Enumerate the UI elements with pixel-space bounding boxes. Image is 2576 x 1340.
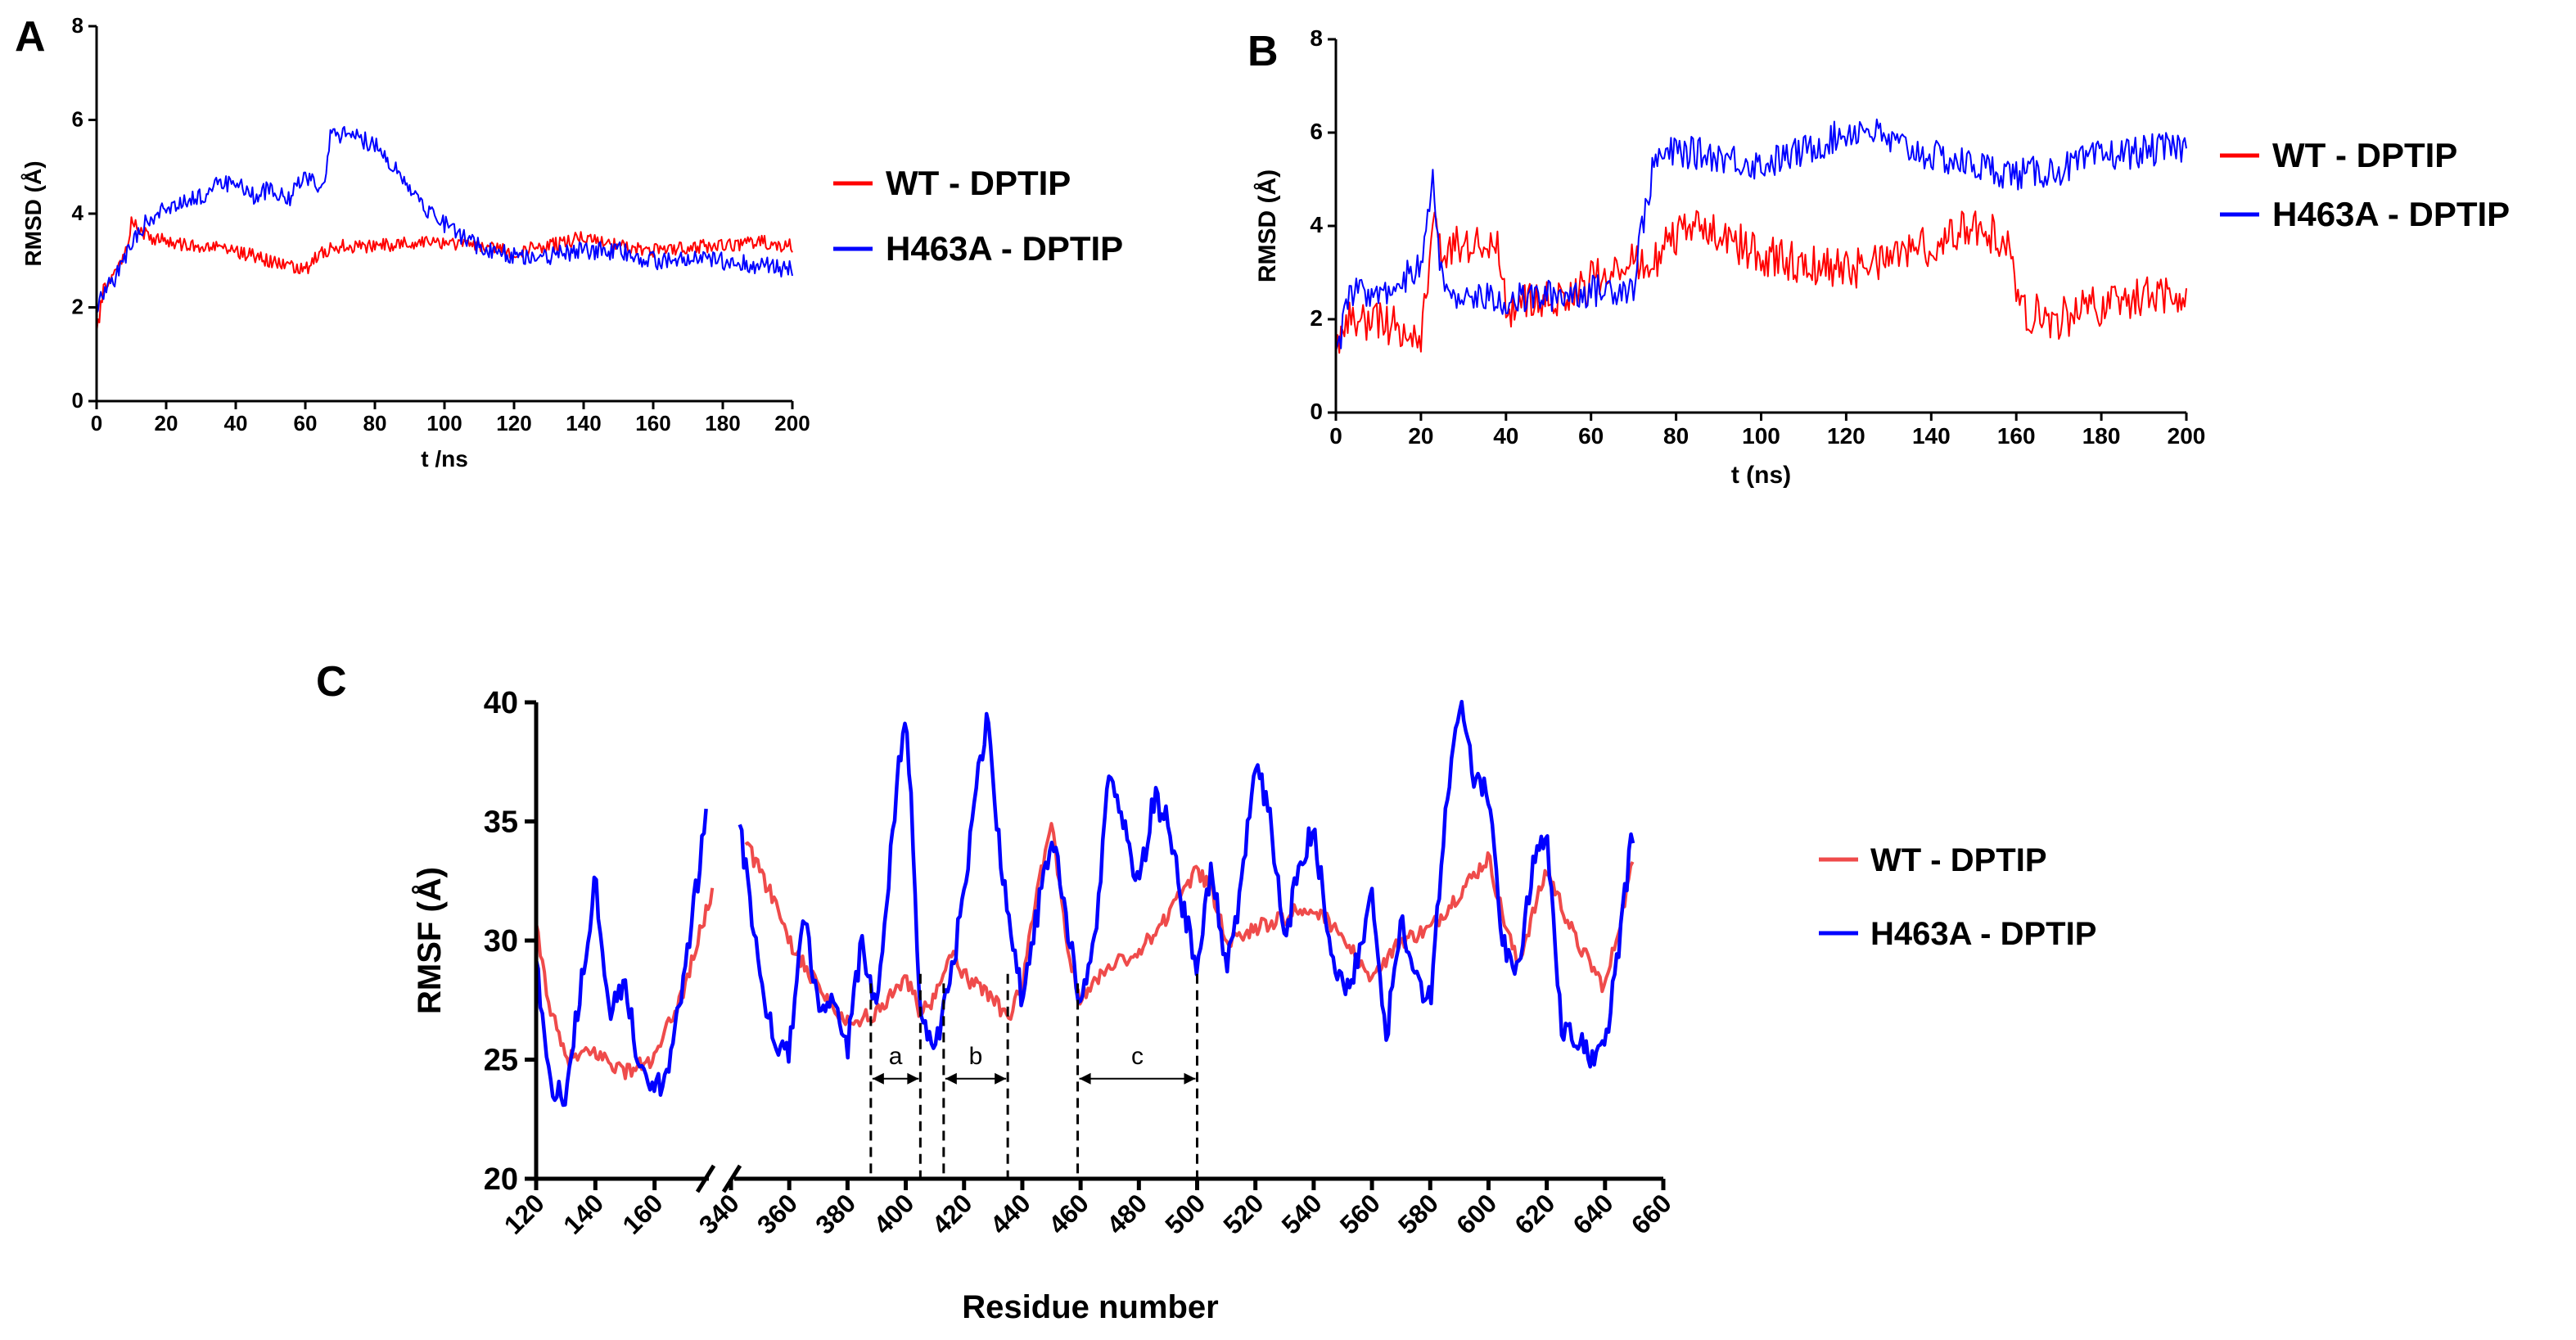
panel-letter-b: B — [1247, 28, 1279, 75]
series-line-h463a-dptip — [534, 808, 708, 1108]
panel-letter-a: A — [15, 13, 46, 61]
y-tick-label: 4 — [1310, 212, 1323, 237]
y-tick-label: 35 — [484, 805, 518, 840]
x-tick-label: 140 — [566, 411, 601, 435]
x-tick-label: 600 — [1450, 1188, 1502, 1239]
region-b-arrow-head-left — [945, 1072, 957, 1085]
x-tick-label: 580 — [1392, 1188, 1444, 1239]
x-tick-label: 420 — [926, 1188, 977, 1239]
y-tick-label: 2 — [1310, 305, 1323, 331]
x-tick-label: 20 — [155, 411, 178, 435]
x-tick-label: 20 — [1408, 423, 1433, 449]
region-a-label: a — [889, 1043, 903, 1070]
x-tick-label: 140 — [1912, 423, 1951, 449]
y-tick-label: 4 — [72, 201, 84, 225]
y-tick-label: 6 — [72, 107, 83, 132]
x-tick-label: 640 — [1568, 1188, 1619, 1239]
x-tick-label: 500 — [1159, 1188, 1211, 1239]
y-tick-label: 0 — [72, 388, 83, 413]
x-tick-label: 120 — [1827, 423, 1865, 449]
region-a-arrow-head-right — [907, 1072, 919, 1085]
x-tick-label: 160 — [616, 1188, 668, 1239]
series-line-wt-dptip — [744, 822, 1635, 1028]
series-line-h463a-dptip — [1335, 118, 2187, 352]
series-line-wt-dptip — [96, 216, 793, 334]
series-line-wt-dptip — [1335, 210, 2187, 354]
y-tick-label: 0 — [1310, 399, 1323, 424]
region-b-label: b — [969, 1043, 983, 1070]
legend-label-h463a-dptip: H463A - DPTIP — [2272, 195, 2510, 233]
x-axis-title: Residue number — [962, 1289, 1218, 1325]
x-tick-label: 60 — [1578, 423, 1604, 449]
x-tick-label: 80 — [363, 411, 387, 435]
x-tick-label: 620 — [1509, 1188, 1560, 1239]
x-tick-label: 0 — [91, 411, 102, 435]
x-tick-label: 160 — [1997, 423, 2036, 449]
x-tick-label: 460 — [1043, 1188, 1094, 1239]
x-tick-label: 540 — [1276, 1188, 1328, 1239]
y-tick-label: 6 — [1310, 119, 1323, 144]
x-tick-label: 200 — [2168, 423, 2206, 449]
x-tick-label: 40 — [1493, 423, 1518, 449]
x-tick-label: 100 — [426, 411, 462, 435]
x-tick-label: 40 — [224, 411, 248, 435]
legend-label-wt-dptip: WT - DPTIP — [2272, 136, 2457, 174]
x-tick-label: 100 — [1742, 423, 1780, 449]
y-axis-title: RMSF (Å) — [411, 867, 448, 1014]
legend-label-h463a-dptip: H463A - DPTIP — [886, 229, 1123, 268]
x-tick-label: 60 — [294, 411, 318, 435]
x-tick-label: 440 — [985, 1188, 1036, 1239]
region-c-label: c — [1131, 1043, 1144, 1070]
x-tick-label: 400 — [868, 1188, 919, 1239]
series-line-h463a-dptip — [96, 125, 793, 314]
axis-break-mark — [695, 1164, 716, 1193]
y-tick-label: 20 — [484, 1162, 518, 1197]
x-tick-label: 120 — [496, 411, 531, 435]
x-tick-label: 360 — [751, 1188, 803, 1239]
y-tick-label: 25 — [484, 1044, 518, 1078]
x-tick-label: 560 — [1334, 1188, 1386, 1239]
y-tick-label: 2 — [72, 295, 83, 319]
x-tick-label: 340 — [693, 1188, 745, 1239]
legend-label-wt-dptip: WT - DPTIP — [1870, 842, 2047, 878]
x-axis-title: t (ns) — [1731, 462, 1791, 489]
region-c-arrow-head-left — [1079, 1072, 1091, 1085]
region-c-arrow-head-right — [1184, 1072, 1196, 1085]
x-tick-label: 0 — [1329, 423, 1342, 449]
y-tick-label: 40 — [484, 686, 518, 720]
x-axis-title: t /ns — [421, 446, 468, 471]
region-b-arrow-head-right — [995, 1072, 1007, 1085]
legend-label-wt-dptip: WT - DPTIP — [886, 164, 1071, 202]
y-tick-label: 30 — [484, 924, 518, 959]
x-tick-label: 140 — [557, 1188, 609, 1239]
panel-letter-c: C — [316, 658, 347, 706]
y-axis-title: RMSD (Å) — [1254, 169, 1281, 282]
series-line-h463a-dptip — [738, 699, 1635, 1069]
x-tick-label: 480 — [1101, 1188, 1153, 1239]
y-tick-label: 8 — [72, 13, 83, 38]
x-tick-label: 160 — [635, 411, 670, 435]
x-tick-label: 80 — [1663, 423, 1689, 449]
x-tick-label: 380 — [810, 1188, 861, 1239]
y-axis-title: RMSD (Å) — [20, 160, 46, 266]
legend-label-h463a-dptip: H463A - DPTIP — [1870, 916, 2096, 952]
y-tick-label: 8 — [1310, 25, 1323, 51]
x-tick-label: 520 — [1217, 1188, 1269, 1239]
x-tick-label: 180 — [705, 411, 740, 435]
x-tick-label: 660 — [1626, 1188, 1677, 1239]
region-a-arrow-head-left — [872, 1072, 884, 1085]
x-tick-label: 200 — [774, 411, 810, 435]
x-tick-label: 180 — [2082, 423, 2121, 449]
